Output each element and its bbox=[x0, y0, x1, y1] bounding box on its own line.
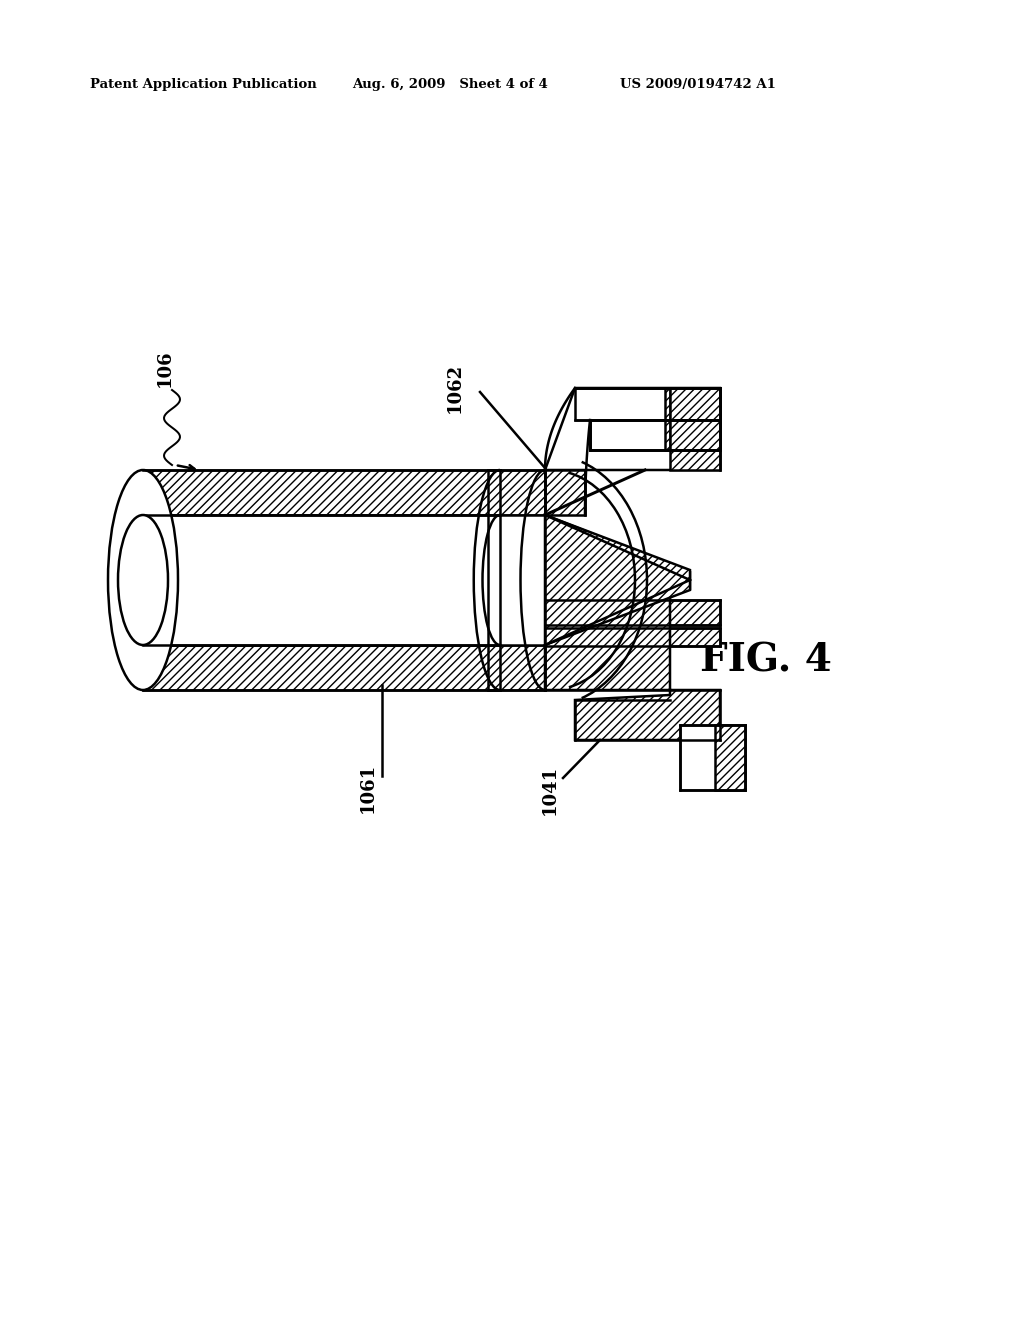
Bar bbox=[488, 645, 545, 690]
Bar bbox=[143, 515, 500, 645]
Text: 106: 106 bbox=[156, 350, 174, 387]
Polygon shape bbox=[545, 585, 720, 741]
Polygon shape bbox=[545, 388, 720, 470]
Polygon shape bbox=[545, 470, 585, 515]
Bar bbox=[488, 470, 545, 515]
Polygon shape bbox=[545, 515, 690, 645]
Text: 1061: 1061 bbox=[359, 763, 377, 813]
Bar bbox=[670, 388, 720, 420]
Bar bbox=[488, 515, 545, 645]
Bar bbox=[590, 420, 670, 450]
Text: 1041: 1041 bbox=[541, 764, 559, 814]
Bar bbox=[670, 420, 720, 450]
Bar bbox=[665, 388, 720, 420]
Bar bbox=[545, 628, 720, 645]
Text: FIG. 4: FIG. 4 bbox=[700, 642, 831, 678]
Text: Aug. 6, 2009   Sheet 4 of 4: Aug. 6, 2009 Sheet 4 of 4 bbox=[352, 78, 548, 91]
Ellipse shape bbox=[118, 515, 168, 645]
Bar bbox=[143, 470, 500, 515]
Bar bbox=[670, 388, 720, 470]
Bar bbox=[143, 645, 500, 690]
Text: Patent Application Publication: Patent Application Publication bbox=[90, 78, 316, 91]
Bar bbox=[680, 725, 745, 789]
Text: 1062: 1062 bbox=[446, 363, 464, 413]
Ellipse shape bbox=[108, 470, 178, 690]
Bar bbox=[545, 601, 720, 624]
Text: US 2009/0194742 A1: US 2009/0194742 A1 bbox=[620, 78, 776, 91]
Polygon shape bbox=[545, 515, 690, 587]
Bar bbox=[575, 388, 670, 420]
Bar bbox=[665, 420, 720, 450]
Bar bbox=[715, 725, 745, 789]
